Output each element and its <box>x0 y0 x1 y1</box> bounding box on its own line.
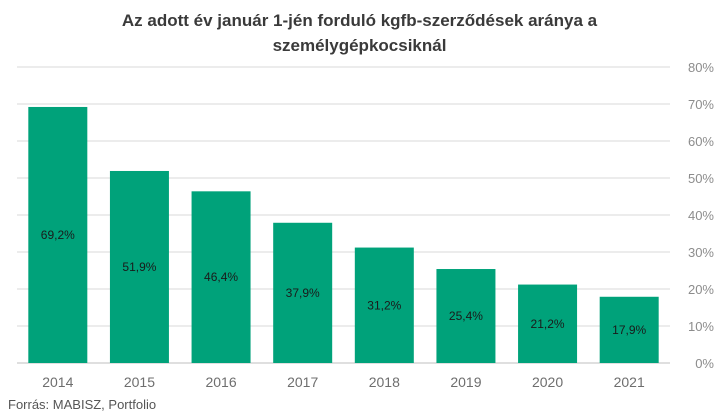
y-tick-label: 20% <box>688 282 714 297</box>
x-tick-label: 2019 <box>450 374 481 390</box>
chart-title-line-1: Az adott év január 1-jén forduló kgfb-sz… <box>121 11 598 30</box>
bar <box>518 284 578 363</box>
chart-title-line-2: személygépkocsiknál <box>272 36 447 55</box>
data-label: 25,4% <box>449 309 483 323</box>
bar <box>354 247 414 363</box>
x-tick-label: 2018 <box>369 374 400 390</box>
data-label: 37,9% <box>286 286 320 300</box>
y-tick-label: 80% <box>688 60 714 75</box>
y-tick-label: 40% <box>688 208 714 223</box>
bar <box>109 170 169 363</box>
y-tick-label: 30% <box>688 245 714 260</box>
bar <box>28 106 88 364</box>
y-tick-label: 0% <box>695 356 714 371</box>
x-tick-label: 2021 <box>614 374 645 390</box>
data-label: 21,2% <box>531 317 565 331</box>
x-tick-label: 2014 <box>42 374 73 390</box>
bar <box>436 269 496 363</box>
source-note: Forrás: MABISZ, Portfolio <box>8 397 157 412</box>
y-tick-label: 10% <box>688 319 714 334</box>
bar <box>191 191 251 363</box>
chart-title: Az adott év január 1-jén forduló kgfb-sz… <box>0 8 719 58</box>
data-label: 17,9% <box>612 323 646 337</box>
y-tick-label: 50% <box>688 171 714 186</box>
data-label: 46,4% <box>204 270 238 284</box>
x-tick-label: 2017 <box>287 374 318 390</box>
y-tick-label: 60% <box>688 134 714 149</box>
x-tick-label: 2020 <box>532 374 563 390</box>
bar <box>273 222 333 363</box>
y-tick-label: 70% <box>688 97 714 112</box>
bar <box>599 296 659 363</box>
data-label: 51,9% <box>122 260 156 274</box>
data-label: 31,2% <box>367 298 401 312</box>
data-label: 69,2% <box>41 228 75 242</box>
x-tick-label: 2016 <box>205 374 236 390</box>
x-tick-label: 2015 <box>124 374 155 390</box>
